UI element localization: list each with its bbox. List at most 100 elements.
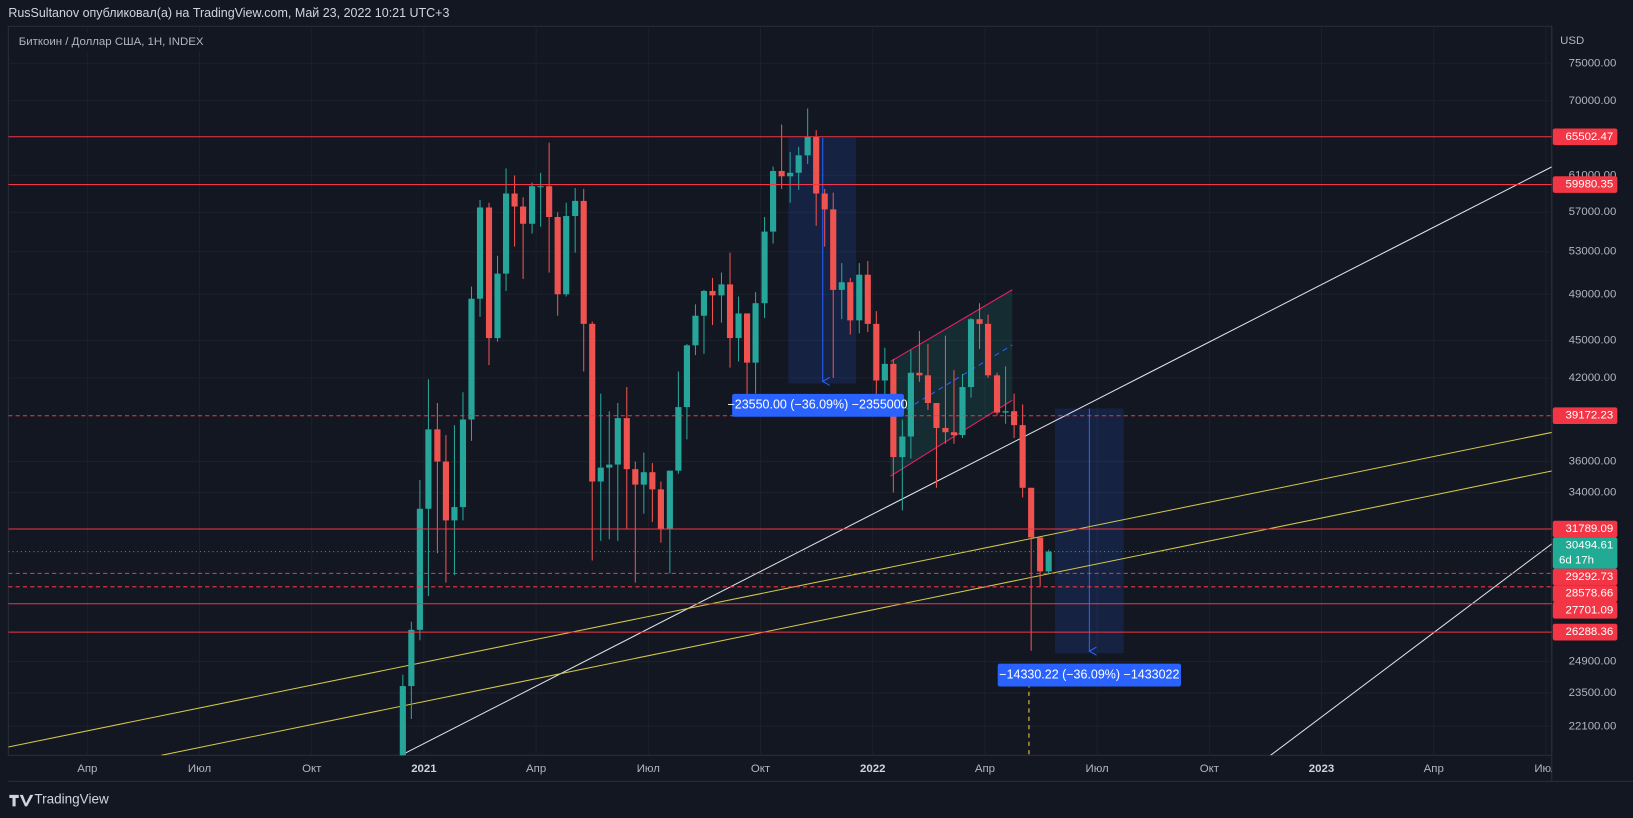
level-label: 31789.09 [1565, 523, 1613, 535]
candle-body [459, 419, 467, 508]
candle-body [434, 429, 441, 462]
level-label: 28578.66 [1565, 588, 1613, 600]
y-tick-label: 34000.00 [1569, 487, 1617, 499]
candle-body [529, 186, 536, 224]
candle-body [830, 209, 837, 290]
annotation: −14330.22 (−36.09%) −1433022 [999, 667, 1179, 681]
candle-body [476, 207, 484, 299]
candle-body [416, 508, 423, 630]
candle-body [916, 372, 923, 376]
x-tick-label: 2021 [411, 763, 437, 775]
annotation: −23550.00 (−36.09%) −2355000 [727, 398, 907, 412]
level-label-box [1552, 585, 1618, 602]
candle-body [838, 282, 845, 290]
candle-body [537, 186, 544, 188]
candle-body [899, 436, 906, 458]
candle-body [485, 207, 493, 339]
published-header: RusSultanov опубликовал(а) на TradingVie… [8, 6, 449, 20]
candle-body [967, 319, 975, 388]
candles [8, 108, 1552, 756]
candle-body [924, 375, 931, 404]
candle-body [847, 282, 854, 321]
level-label-box [1552, 623, 1618, 641]
candle-body [752, 303, 759, 363]
candle-body [718, 284, 725, 296]
x-tick-label: Апр [975, 763, 995, 775]
overlay: −23550.00 (−36.09%) −2355000 −14330.22 (… [727, 393, 1182, 687]
candle-body [399, 686, 406, 756]
candle-body [657, 489, 664, 529]
candle-body [442, 461, 449, 521]
trend-line [161, 470, 1552, 756]
candle-body [735, 313, 742, 339]
candle-body [589, 323, 596, 482]
last-price-box [1552, 537, 1618, 569]
channel-line [890, 399, 1013, 477]
candle-body [408, 629, 415, 687]
candle-body [856, 274, 863, 321]
symbol-legend: Биткоин / Доллар США, 1Н, INDEX [19, 36, 204, 48]
candle-body [632, 469, 639, 485]
candle-body [907, 372, 914, 437]
level-label-box [1552, 568, 1618, 586]
x-tick-label: Апр [526, 763, 546, 775]
level-label: 59980.35 [1565, 179, 1613, 191]
candle-body [520, 206, 527, 224]
x-tick-label: Окт [751, 763, 771, 775]
candle-body [451, 507, 458, 521]
trend-line [1270, 543, 1552, 756]
candle-body [984, 323, 992, 376]
candle-body [468, 298, 475, 420]
candle-body [1019, 425, 1026, 488]
candle-body [640, 472, 647, 485]
x-tick-label: Апр [77, 763, 97, 775]
candle-body [502, 193, 510, 274]
y-tick-label: 70000.00 [1569, 95, 1617, 107]
candle-body [942, 427, 949, 433]
candle-body [563, 216, 570, 295]
levels: 65502.47 59980.35 39172.23 31789.09 29292.73… [1552, 128, 1618, 641]
candle-body [597, 467, 604, 482]
candle-body [572, 200, 579, 217]
candle-body [873, 323, 880, 381]
candle-body [546, 186, 553, 217]
candle-body [1037, 537, 1044, 572]
countdown: 6d 17h [1559, 554, 1594, 566]
candle-body [675, 407, 682, 471]
candle-body [692, 315, 699, 346]
candle-body [743, 313, 751, 363]
y-tick-label: 49000.00 [1569, 288, 1617, 300]
x-tick-label: 2022 [860, 763, 885, 775]
level-label: 39172.23 [1565, 410, 1613, 422]
candle-body [1002, 411, 1009, 413]
y-tick-label: 53000.00 [1569, 246, 1617, 258]
candle-body [606, 464, 613, 468]
candle-body [804, 136, 811, 156]
level-label-box [1552, 601, 1618, 619]
x-tick-label: Июл [637, 763, 660, 775]
candle-body [494, 273, 501, 339]
level-label-box [1552, 407, 1618, 425]
level-label-box [1552, 128, 1618, 146]
x-tick-label: Июл [1086, 763, 1109, 775]
y-tick-label: 24900.00 [1569, 656, 1617, 668]
candle-body [1011, 411, 1018, 426]
candle-body [881, 363, 888, 381]
level-label-box [1552, 176, 1618, 193]
candle-body [511, 193, 518, 207]
trend-line [400, 166, 1552, 756]
candle-body [770, 170, 777, 232]
time-axis: Апр Июл Окт 2021 Апр Июл Окт 2022 Апр Июл Окт 2023 А… [77, 763, 1557, 775]
annotation-box [732, 393, 904, 417]
level-label-box [1552, 520, 1618, 538]
candle-body [554, 216, 561, 295]
logo-icon [9, 794, 34, 807]
grid [8, 26, 1552, 756]
x-tick-label: Июл [1534, 763, 1557, 775]
candle-body [795, 155, 802, 173]
y-tick-label: 45000.00 [1569, 335, 1617, 347]
candle-body [700, 290, 708, 316]
channel-line [890, 289, 1013, 363]
level-label: 29292.73 [1565, 571, 1613, 583]
